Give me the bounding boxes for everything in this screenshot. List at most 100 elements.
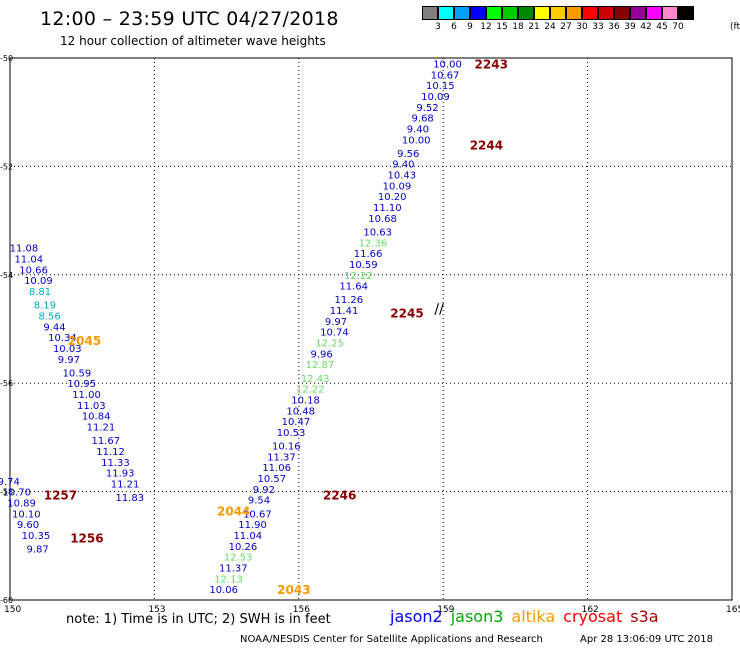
wave-height-value: 11.12 xyxy=(96,447,125,458)
chart-title: 12:00 – 23:59 UTC 04/27/2018 xyxy=(40,8,339,30)
wave-height-value: 10.57 xyxy=(258,474,287,485)
wave-height-value: 10.35 xyxy=(22,531,51,542)
time-label: 2045 xyxy=(68,334,101,348)
wave-height-value: 9.68 xyxy=(412,114,434,125)
wave-height-value: 10.09 xyxy=(24,276,53,287)
legend-swatch xyxy=(438,6,454,20)
satellite-label-jason2: jason2 xyxy=(390,607,443,626)
legend-label: 9 xyxy=(467,22,473,32)
time-label: 2246 xyxy=(323,488,356,502)
wave-height-value: 10.95 xyxy=(67,379,96,390)
wave-height-value: 10.26 xyxy=(229,542,258,553)
wave-height-value: 9.96 xyxy=(310,349,332,360)
time-label: 2043 xyxy=(277,583,310,597)
wave-height-value: 10.74 xyxy=(320,328,349,339)
legend-label: 18 xyxy=(512,22,524,32)
wave-height-value: 10.70 xyxy=(2,488,31,499)
wave-height-value: 10.20 xyxy=(378,192,407,203)
wave-height-value: 12.43 xyxy=(301,374,330,385)
legend-label: 24 xyxy=(544,22,556,32)
feature-mark: ∕∕ xyxy=(434,301,444,317)
wave-height-value: 10.34 xyxy=(48,333,77,344)
y-tick-label: -60 xyxy=(0,596,13,605)
legend-swatch xyxy=(534,6,550,20)
wave-height-value: 10.63 xyxy=(363,227,392,238)
legend-swatch xyxy=(646,6,662,20)
legend-label: 12 xyxy=(480,22,492,32)
wave-height-value: 10.53 xyxy=(277,428,306,439)
wave-height-value: 8.56 xyxy=(39,311,61,322)
wave-height-value: 11.67 xyxy=(91,436,120,447)
legend-swatch xyxy=(614,6,630,20)
credit-text: NOAA/NESDIS Center for Satellite Applica… xyxy=(240,634,543,645)
wave-height-value: 9.54 xyxy=(248,496,270,507)
legend-swatch xyxy=(582,6,598,20)
time-label: 1257 xyxy=(44,488,77,502)
legend-label: 30 xyxy=(576,22,588,32)
legend-labels: 3 6 9 12 15 18 21 24 27 30 33 36 39 42 45 70 xyxy=(422,22,694,34)
satellite-legend: jason2 jason3 altika cryosat s3a xyxy=(390,607,667,626)
wave-height-value: 12.25 xyxy=(315,339,344,350)
legend-swatches xyxy=(422,6,694,20)
wave-height-value: 10.16 xyxy=(272,442,301,453)
footer-note: note: 1) Time is in UTC; 2) SWH is in fe… xyxy=(66,612,331,627)
wave-height-value: 10.47 xyxy=(282,417,311,428)
wave-height-value: 8.19 xyxy=(34,301,56,312)
wave-height-value: 9.60 xyxy=(17,520,39,531)
wave-height-value: 10.84 xyxy=(82,412,111,423)
time-label: 2243 xyxy=(475,57,508,71)
time-label: 2044 xyxy=(217,505,250,519)
y-tick-label: -52 xyxy=(0,162,13,171)
wave-height-value: 11.10 xyxy=(373,203,402,214)
wave-height-value: 10.59 xyxy=(349,260,378,271)
legend-swatch xyxy=(486,6,502,20)
y-tick-label: -58 xyxy=(0,488,13,497)
wave-height-value: 10.00 xyxy=(402,135,431,146)
legend-swatch xyxy=(454,6,470,20)
legend-label: 33 xyxy=(592,22,604,32)
wave-height-value: 11.06 xyxy=(262,463,291,474)
legend-swatch xyxy=(422,6,438,20)
wave-height-value: 8.81 xyxy=(29,287,51,298)
wave-height-value: 9.92 xyxy=(253,485,275,496)
legend-swatch xyxy=(598,6,614,20)
wave-height-value: 9.97 xyxy=(58,355,80,366)
wave-height-value: 11.41 xyxy=(330,306,359,317)
legend-label: 70 xyxy=(672,22,684,32)
wave-height-value: 10.59 xyxy=(63,368,92,379)
legend-swatch xyxy=(630,6,646,20)
wave-height-value: 9.40 xyxy=(407,124,429,135)
wave-height-value: 11.04 xyxy=(14,255,43,266)
wave-height-value: 10.48 xyxy=(286,406,315,417)
x-tick-label: 150 xyxy=(4,605,21,615)
wave-height-value: 9.52 xyxy=(416,103,438,114)
wave-height-value: 12.22 xyxy=(344,271,373,282)
legend-label: 21 xyxy=(528,22,540,32)
legend-swatch xyxy=(678,6,694,20)
wave-height-value: 12.22 xyxy=(296,385,325,396)
legend-label: 45 xyxy=(656,22,668,32)
wave-height-value: 10.68 xyxy=(368,214,397,225)
satellite-label-cryosat: cryosat xyxy=(563,607,623,626)
wave-height-value: 11.08 xyxy=(10,244,39,255)
legend-swatch xyxy=(566,6,582,20)
wave-height-value: 11.93 xyxy=(106,469,135,480)
wave-height-value: 11.04 xyxy=(233,531,262,542)
wave-height-value: 11.21 xyxy=(111,479,140,490)
wave-height-value: 9.87 xyxy=(26,545,48,556)
legend-label: 27 xyxy=(560,22,572,32)
wave-height-value: 10.09 xyxy=(383,181,412,192)
wave-height-value: 10.18 xyxy=(291,395,320,406)
wave-height-value: 11.03 xyxy=(77,401,106,412)
wave-height-value: 10.66 xyxy=(19,265,48,276)
legend-swatch xyxy=(550,6,566,20)
wave-height-value: 10.43 xyxy=(387,171,416,182)
wave-height-value: 10.09 xyxy=(421,92,450,103)
time-label: 2244 xyxy=(470,139,503,153)
y-tick-label: -50 xyxy=(0,54,13,63)
wave-height-value: 11.21 xyxy=(87,423,116,434)
wave-height-value: 12.87 xyxy=(306,360,335,371)
wave-height-value: 12.36 xyxy=(359,238,388,249)
satellite-label-jason3: jason3 xyxy=(450,607,504,626)
